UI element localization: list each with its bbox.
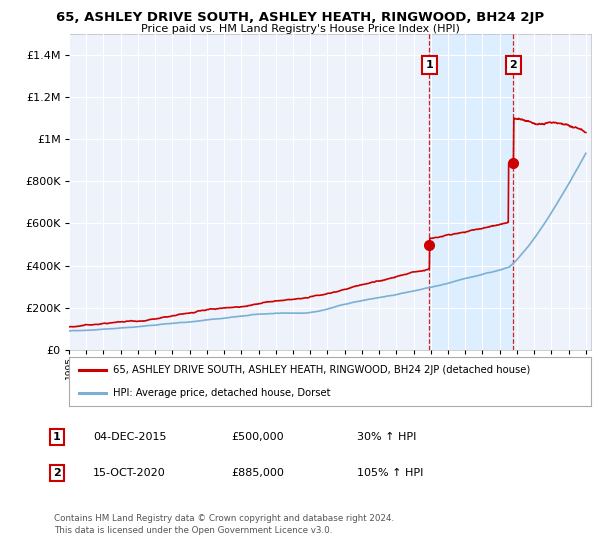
Text: HPI: Average price, detached house, Dorset: HPI: Average price, detached house, Dors… xyxy=(113,388,331,398)
Text: 04-DEC-2015: 04-DEC-2015 xyxy=(93,432,167,442)
Text: 15-OCT-2020: 15-OCT-2020 xyxy=(93,468,166,478)
Text: 65, ASHLEY DRIVE SOUTH, ASHLEY HEATH, RINGWOOD, BH24 2JP: 65, ASHLEY DRIVE SOUTH, ASHLEY HEATH, RI… xyxy=(56,11,544,24)
Text: Price paid vs. HM Land Registry's House Price Index (HPI): Price paid vs. HM Land Registry's House … xyxy=(140,24,460,34)
Text: 2: 2 xyxy=(509,60,517,70)
Bar xyxy=(430,34,514,350)
Text: 1: 1 xyxy=(53,432,61,442)
Text: £500,000: £500,000 xyxy=(231,432,284,442)
Text: 105% ↑ HPI: 105% ↑ HPI xyxy=(357,468,424,478)
Text: 65, ASHLEY DRIVE SOUTH, ASHLEY HEATH, RINGWOOD, BH24 2JP (detached house): 65, ASHLEY DRIVE SOUTH, ASHLEY HEATH, RI… xyxy=(113,365,530,375)
Text: Contains HM Land Registry data © Crown copyright and database right 2024.: Contains HM Land Registry data © Crown c… xyxy=(54,514,394,523)
Text: This data is licensed under the Open Government Licence v3.0.: This data is licensed under the Open Gov… xyxy=(54,526,332,535)
Text: £885,000: £885,000 xyxy=(231,468,284,478)
Text: 30% ↑ HPI: 30% ↑ HPI xyxy=(357,432,416,442)
Text: 1: 1 xyxy=(425,60,433,70)
Text: 2: 2 xyxy=(53,468,61,478)
